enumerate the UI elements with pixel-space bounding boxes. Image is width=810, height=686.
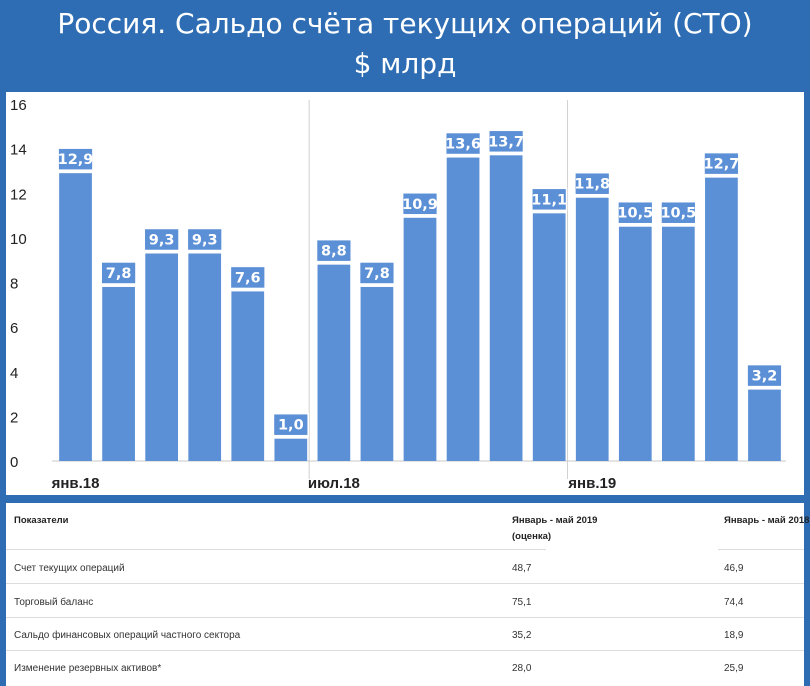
data-label-box <box>315 238 352 263</box>
data-label: 8,8 <box>321 244 347 260</box>
row-value-2019: 28,0 <box>512 663 532 674</box>
x-tick-label: янв.19 <box>568 475 616 492</box>
bar <box>532 213 566 461</box>
data-label-box <box>531 187 568 212</box>
y-tick-label: 8 <box>10 276 18 293</box>
bar <box>618 226 652 461</box>
y-tick-label: 2 <box>10 409 18 426</box>
row-label: Счет текущих операций <box>14 563 125 574</box>
row-value-2019: 75,1 <box>512 597 532 608</box>
row-value-2018: 25,9 <box>724 663 744 674</box>
y-tick-label: 16 <box>10 97 27 114</box>
y-tick-label: 0 <box>10 454 18 471</box>
data-label: 1,0 <box>278 418 304 434</box>
bar <box>748 389 781 461</box>
bar <box>403 217 437 461</box>
y-tick-label: 12 <box>10 186 27 203</box>
bar <box>59 173 92 461</box>
y-tick-label: 6 <box>10 320 18 337</box>
header-divider-right <box>718 549 804 550</box>
data-label: 3,2 <box>752 369 778 385</box>
data-label-box <box>57 147 94 171</box>
data-label-box <box>100 261 137 285</box>
chart-subtitle: $ млрд <box>353 47 457 80</box>
row-divider <box>6 617 804 618</box>
bar <box>188 253 222 461</box>
bar <box>705 177 738 461</box>
row-value-2019: 48,7 <box>512 563 532 574</box>
data-label: 7,6 <box>235 270 261 286</box>
header-2019-note: (оценка) <box>512 531 552 542</box>
bar <box>446 157 480 462</box>
data-label-box <box>186 227 223 252</box>
data-label: 12,7 <box>704 157 740 173</box>
row-label: Сальдо финансовых операций частного сект… <box>14 630 241 641</box>
bar <box>102 286 135 461</box>
data-label: 7,8 <box>364 266 390 282</box>
header-indicator: Показатели <box>14 515 69 526</box>
row-value-2018: 74,4 <box>724 597 744 608</box>
data-label-box <box>143 227 180 252</box>
data-label-box <box>444 131 482 156</box>
row-label: Торговый баланс <box>14 597 94 608</box>
bar-chart: 0 2 4 6 8 10 12 14 16 12,9 7,8 9,3 9,3 7,6 1,0 8,8 7,8 10… <box>10 97 786 492</box>
data-label: 9,3 <box>149 232 175 248</box>
data-label: 9,3 <box>192 232 218 248</box>
data-label-box <box>229 265 266 290</box>
row-divider <box>6 650 804 651</box>
data-label: 11,8 <box>574 177 610 193</box>
row-value-2019: 35,2 <box>512 630 532 641</box>
data-label: 11,1 <box>531 192 567 208</box>
row-divider <box>6 583 804 584</box>
title-band: Россия. Сальдо счёта текущих операций (С… <box>0 0 810 92</box>
data-label: 10,9 <box>402 197 438 213</box>
bar <box>274 438 308 461</box>
data-label: 10,5 <box>617 206 653 222</box>
chart-panel: 0 2 4 6 8 10 12 14 16 12,9 7,8 9,3 9,3 7,6 1,0 8,8 7,8 10… <box>6 92 804 495</box>
chart-title: Россия. Сальдо счёта текущих операций (С… <box>57 7 753 40</box>
row-value-2018: 46,9 <box>724 563 744 574</box>
data-label-box <box>703 151 740 176</box>
data-label-box <box>660 200 697 225</box>
bar <box>661 226 695 461</box>
row-label: Изменение резервных активов* <box>14 663 162 674</box>
y-tick-label: 10 <box>10 231 27 248</box>
data-label-box <box>401 192 439 216</box>
data-label-box <box>746 363 783 388</box>
bar <box>317 264 351 461</box>
data-label: 13,6 <box>445 137 481 153</box>
data-label: 13,7 <box>488 134 524 150</box>
y-tick-label: 14 <box>10 142 27 159</box>
data-table: Показатели Январь - май 2019 (оценка) Ян… <box>6 503 809 686</box>
header-divider <box>6 549 546 550</box>
header-2019: Январь - май 2019 <box>512 515 598 526</box>
bar <box>360 286 394 461</box>
x-tick-label: янв.18 <box>52 475 100 492</box>
data-label: 10,5 <box>660 206 696 222</box>
data-label-box <box>272 412 309 437</box>
bar <box>231 291 265 461</box>
y-tick-label: 4 <box>10 365 18 382</box>
data-label-box <box>488 129 525 154</box>
bar <box>575 197 609 461</box>
row-value-2018: 18,9 <box>724 630 744 641</box>
header-2018: Январь - май 2018 <box>724 515 810 526</box>
data-label: 12,9 <box>58 152 94 168</box>
bar <box>145 253 179 461</box>
data-label-box <box>574 171 611 196</box>
data-label: 7,8 <box>106 266 132 282</box>
bar <box>489 155 523 461</box>
x-tick-label: июл.18 <box>308 475 360 492</box>
data-label-box <box>358 261 396 285</box>
data-label-box <box>617 200 654 225</box>
